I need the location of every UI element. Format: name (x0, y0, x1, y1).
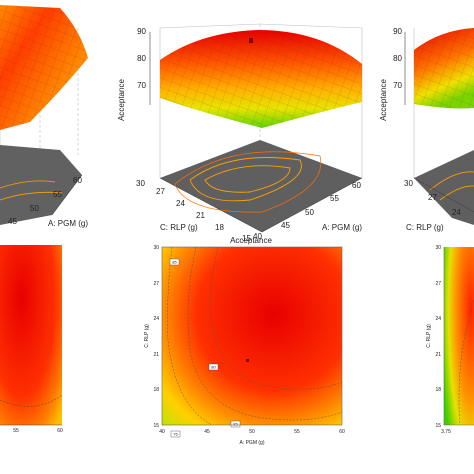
left-x-tick: 55 (53, 190, 62, 199)
center-y-tick: 15 (242, 234, 251, 243)
right-contour-line (458, 299, 474, 426)
center-z-tick: 80 (137, 54, 146, 63)
center-contour-x-tick: 60 (339, 429, 345, 435)
center-contour-label-box (169, 258, 180, 266)
center-contour-line (187, 246, 343, 421)
right-z-tick: 90 (393, 27, 402, 36)
center-y-axis-title: C: RLP (g) (160, 223, 198, 232)
left-contour-x-tick: 60 (57, 428, 63, 434)
center-contour-y-axis-title: C: RLP (g) (144, 324, 150, 348)
center-x-tick: 60 (352, 181, 361, 190)
center-contour-label: 80 (211, 365, 216, 370)
center-y-tick: 21 (196, 211, 205, 220)
left-contour-x-tick: 55 (13, 428, 19, 434)
center-floor-contour (189, 157, 302, 202)
right-y-tick: 27 (428, 193, 437, 202)
right-y-axis-title: C: RLP (g) (406, 223, 444, 232)
center-contour-label: 85 (233, 422, 238, 427)
right-z-axis-title: Acceptance (379, 79, 388, 121)
center-wall-line (159, 23, 261, 29)
right-contour-y-tick: 15 (435, 423, 441, 429)
left-x-tick: 60 (73, 176, 82, 185)
center-contour-x-tick: 55 (294, 429, 300, 435)
right-contour-x-tick: 3.75 (441, 429, 451, 435)
center-x-axis-line (261, 177, 363, 233)
center-contour-x-tick: 45 (204, 429, 210, 435)
center-x-tick: 45 (281, 221, 290, 230)
center-contour-y-tick: 30 (153, 245, 159, 251)
right-y-tick: 30 (404, 179, 413, 188)
center-z-tick: 90 (137, 27, 146, 36)
right-floor-contour (429, 171, 474, 201)
center-contour-line (210, 246, 343, 390)
center-design-point (249, 38, 253, 43)
center-contour-label-box (208, 363, 219, 371)
center-wall-line (259, 23, 363, 29)
center-contour-x-tick: 50 (249, 429, 255, 435)
center-y-axis-line (159, 177, 263, 233)
center-contour-y-tick: 15 (153, 423, 159, 429)
center-y-tick: 30 (136, 179, 145, 188)
right-contour-y-tick: 18 (435, 387, 441, 393)
center-y-tick: 24 (176, 199, 185, 208)
center-x-axis-title: A: PGM (g) (322, 223, 362, 232)
center-contour-label-box (230, 420, 241, 428)
right-y-axis-line (413, 177, 474, 213)
center-contour-line (167, 246, 213, 426)
center-contour-y-tick: 18 (153, 387, 159, 393)
center-x-tick: 50 (305, 208, 314, 217)
center-contour-label: 75 (173, 432, 178, 437)
left-x-tick: 45 (8, 217, 17, 226)
center-contour-label-box (170, 430, 181, 438)
center-floor-plane (160, 140, 362, 232)
right-contour-y-tick: 30 (435, 245, 441, 251)
center-contour-design-point (246, 359, 249, 362)
left-floor-contour (0, 180, 63, 201)
right-contour-y-tick: 27 (435, 281, 441, 287)
left-contour-panel: 55 60 (0, 245, 63, 434)
center-contour-panel: Acceptance 80 85 75 85 40 45 50 55 60 A:… (144, 236, 345, 446)
center-y-tick: 27 (156, 187, 165, 196)
left-x-axis-title: A: PGM (g) (48, 219, 88, 228)
right-floor-plane (414, 150, 474, 225)
center-contour-frame (161, 246, 343, 426)
center-z-tick: 70 (137, 81, 146, 90)
right-y-tick: 24 (452, 208, 461, 217)
center-contour-y-tick: 21 (153, 352, 159, 358)
left-x-tick: 50 (30, 204, 39, 213)
center-z-axis-title: Acceptance (117, 79, 126, 121)
right-z-tick: 70 (393, 81, 402, 90)
center-contour-x-axis-title: A: PGM (g) (239, 440, 264, 446)
center-contour-y-tick: 24 (153, 316, 159, 322)
right-contour-panel: 15 18 21 24 27 30 C: RLP (g) 3.75 (426, 245, 474, 435)
right-surface-panel: 90 80 70 Acceptance 24 27 30 C: RLP (g) (379, 27, 474, 232)
center-floor-contour (174, 151, 322, 213)
left-surface-mesh (0, 5, 88, 130)
center-floor-contour (204, 165, 291, 193)
center-contour-label: 85 (172, 260, 177, 265)
center-x-tick: 55 (330, 194, 339, 203)
center-contour-title: Acceptance (230, 236, 272, 245)
left-x-axis-line (51, 174, 83, 216)
center-x-tick: 40 (253, 232, 262, 241)
left-surface-panel: 45 50 55 60 A: PGM (g) (0, 5, 88, 228)
center-contour-field (162, 247, 342, 425)
center-y-tick: 18 (215, 223, 224, 232)
center-surface-panel: 90 80 70 Acceptance 40 45 50 55 60 A: PG… (117, 23, 363, 243)
right-contour-y-tick: 24 (435, 316, 441, 322)
center-contour-x-tick: 40 (159, 429, 165, 435)
right-contour-y-tick: 21 (435, 352, 441, 358)
right-z-tick: 80 (393, 54, 402, 63)
right-surface-mesh (414, 28, 474, 109)
center-surface-mesh (160, 30, 362, 128)
left-contour-field (0, 245, 62, 425)
left-floor-plane (0, 145, 82, 225)
right-contour-y-axis-title: C: RLP (g) (426, 324, 432, 348)
right-contour-field (444, 247, 474, 425)
center-contour-y-tick: 27 (153, 281, 159, 287)
